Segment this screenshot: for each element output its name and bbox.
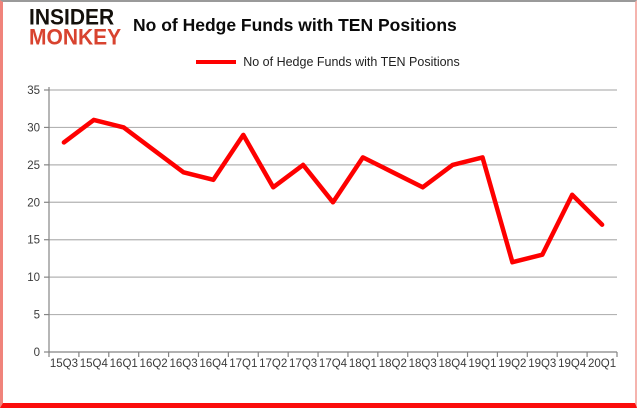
legend-label: No of Hedge Funds with TEN Positions (243, 55, 460, 69)
x-tick-label: 18Q3 (409, 358, 437, 370)
x-tick-label: 18Q2 (379, 358, 407, 370)
x-tick-label: 15Q4 (80, 358, 109, 370)
y-tick-label: 30 (27, 122, 40, 134)
y-tick-label: 25 (27, 160, 40, 172)
chart-legend: No of Hedge Funds with TEN Positions (3, 55, 635, 69)
insider-monkey-logo: INSIDER MONKEY (29, 5, 122, 50)
legend-line-swatch (196, 60, 237, 64)
logo-text-insider: INSIDER (29, 5, 115, 30)
x-tick-label: 16Q3 (169, 358, 197, 370)
series-line-hedge-funds (61, 117, 605, 265)
x-tick-label: 18Q4 (439, 358, 468, 370)
x-tick-label: 16Q2 (140, 358, 168, 370)
x-tick-label: 17Q4 (319, 358, 348, 370)
y-tick-label: 5 (34, 310, 40, 322)
y-tick-label: 10 (27, 272, 40, 284)
y-tick-label: 20 (27, 197, 40, 209)
y-tick-label: 35 (27, 85, 40, 97)
x-tick-label: 19Q1 (468, 358, 496, 370)
x-tick-label: 20Q1 (588, 358, 616, 370)
page-title: No of Hedge Funds with TEN Positions (133, 15, 457, 35)
x-tick-label: 15Q3 (50, 358, 78, 370)
x-tick-label: 19Q3 (528, 358, 556, 370)
x-tick-label: 17Q2 (259, 358, 287, 370)
y-tick-label: 0 (34, 347, 40, 359)
x-tick-label: 18Q1 (349, 358, 377, 370)
x-tick-label: 17Q1 (229, 358, 257, 370)
x-tick-label: 19Q2 (498, 358, 526, 370)
x-tick-label: 16Q1 (110, 358, 138, 370)
x-tick-label: 17Q3 (289, 358, 317, 370)
y-tick-label: 15 (27, 235, 40, 247)
x-tick-label: 16Q4 (199, 358, 228, 370)
x-tick-label: 19Q4 (558, 358, 587, 370)
logo-text-monkey: MONKEY (29, 25, 122, 50)
